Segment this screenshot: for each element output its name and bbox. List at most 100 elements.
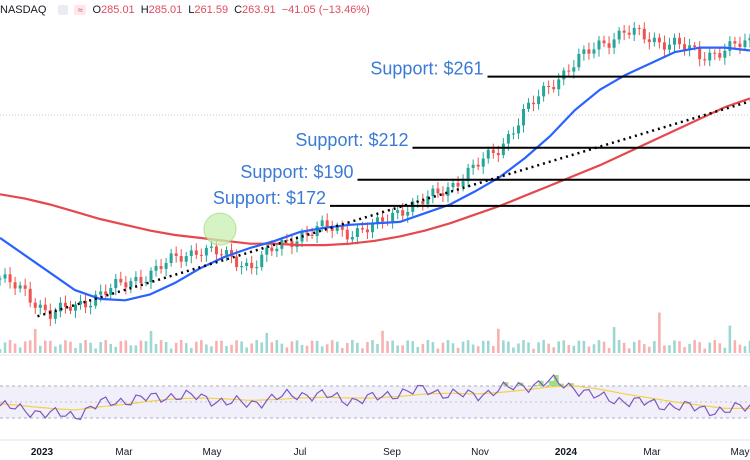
volume-bar (567, 345, 571, 353)
volume-bar (522, 340, 525, 353)
candle-body (164, 263, 168, 269)
candle-body (491, 149, 495, 154)
volume-bar (547, 343, 550, 353)
volume-bar (210, 346, 213, 353)
candle-body (642, 28, 646, 40)
candle-body (542, 85, 546, 97)
candle-body (139, 276, 143, 283)
indicator-wave-icon[interactable]: ≈ (74, 5, 87, 15)
volume-bar (391, 340, 394, 353)
candle-body (68, 306, 72, 311)
volume-bar (235, 340, 238, 353)
candle-body (33, 302, 37, 308)
candle-body (733, 41, 737, 44)
volume-bar (683, 347, 686, 353)
candle-body (355, 228, 359, 238)
volume-bar (673, 340, 676, 353)
candle-body (728, 41, 732, 51)
volume-bar (552, 347, 555, 353)
volume-bar (351, 340, 354, 353)
volume-bar (270, 342, 274, 353)
volume-bar (733, 340, 737, 353)
volume-bar (481, 340, 485, 353)
candle-body (481, 158, 485, 167)
volume-bar (280, 343, 284, 353)
candle-body (104, 291, 108, 295)
candle-body (255, 267, 259, 269)
volume-bar (703, 348, 706, 353)
volume-bar (381, 330, 384, 353)
volume-bar (18, 347, 22, 353)
volume-bar (502, 340, 505, 353)
candle-body (456, 182, 460, 187)
volume-bar (668, 345, 671, 353)
x-tick-label: Sep (383, 447, 401, 458)
candle-body (285, 239, 289, 241)
candle-body (199, 254, 203, 256)
volume-bar (205, 344, 208, 353)
volume-bar (527, 342, 530, 353)
candle-body (179, 255, 183, 262)
candle-body (476, 164, 480, 167)
x-tick-label: Mar (115, 447, 133, 458)
volume-bar (305, 345, 309, 353)
x-axis: 2023 Mar May Jul Sep Nov 2024 Mar May (31, 447, 750, 458)
candle-body (647, 39, 651, 43)
volume-bar (245, 347, 248, 353)
volume-bar (124, 340, 128, 353)
volume-bar (748, 340, 750, 353)
candle-body (562, 70, 566, 80)
moving-average-200 (0, 97, 750, 247)
volume-bar (653, 341, 656, 353)
volume-bar (497, 328, 500, 353)
candle-body (365, 229, 369, 233)
volume-bar (225, 345, 228, 353)
volume-bar (637, 340, 641, 353)
candle-body (159, 266, 163, 269)
candle-body (406, 211, 410, 216)
candle-body (451, 182, 455, 188)
candle-body (169, 253, 173, 264)
volume-bar (149, 330, 153, 353)
volume-bar (290, 341, 294, 353)
candle-body (547, 85, 551, 87)
volume-bar (451, 343, 455, 353)
candle-body (441, 193, 445, 196)
volume-bar (446, 340, 450, 353)
candle-body (431, 188, 435, 197)
candle-body (401, 210, 405, 216)
candle-body (134, 276, 138, 282)
volume-bar (340, 348, 344, 353)
candle-body (335, 226, 339, 231)
volume-bar (693, 340, 696, 353)
candle-body (602, 40, 606, 44)
candle-body (667, 44, 671, 50)
volume-bar (658, 312, 661, 353)
candle-body (743, 40, 747, 48)
volume-bar (627, 348, 631, 353)
volume-bar (184, 343, 188, 353)
candle-body (144, 282, 148, 284)
volume-bar (688, 343, 691, 353)
volume-bar (698, 342, 701, 353)
x-tick-label: 2023 (31, 447, 54, 458)
x-tick-label: Mar (643, 447, 661, 458)
candle-body (577, 53, 581, 68)
volume-bar (23, 341, 27, 353)
volume-bar (738, 344, 742, 353)
candle-body (79, 301, 83, 305)
volume-bar (718, 343, 722, 353)
exchange-label: NASDAQ (0, 4, 47, 16)
candle-body (204, 247, 208, 256)
x-tick-label: 2024 (555, 447, 578, 458)
volume-bar (607, 348, 611, 353)
candle-body (63, 302, 67, 307)
candle-body (713, 52, 717, 54)
volume-bar (230, 344, 233, 353)
volume-bar (411, 341, 415, 353)
volume-bar (622, 342, 626, 353)
volume-bar (436, 348, 440, 353)
candle-body (214, 246, 218, 255)
candle-body (124, 282, 128, 288)
